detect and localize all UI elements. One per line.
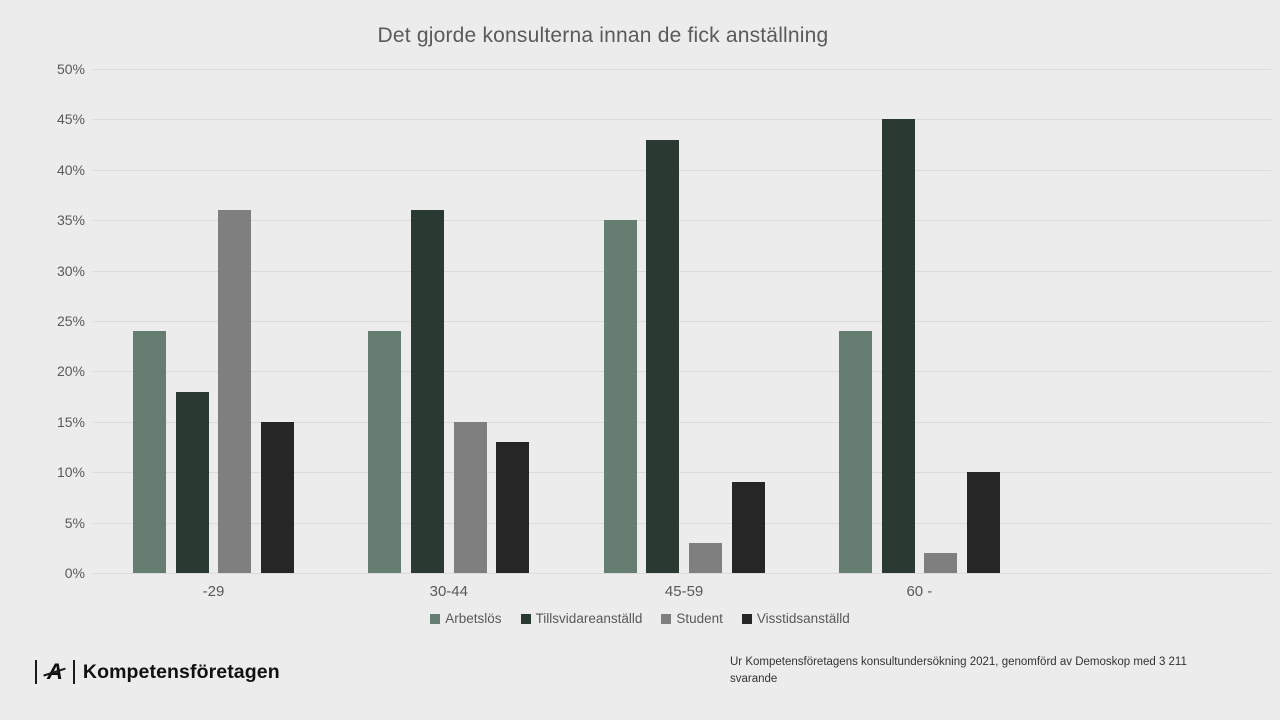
gridline [93, 119, 1271, 121]
bar-tillsvidareanställd [410, 210, 444, 573]
bar-arbetslös [368, 331, 402, 573]
legend-label: Tillsvidareanställd [535, 611, 643, 626]
gridline [93, 371, 1271, 373]
bar-group: 60 - [838, 69, 1000, 600]
x-axis-category-label: 60 - [906, 583, 933, 600]
logo-divider-left [35, 660, 37, 684]
y-axis-tick-label: 30% [56, 262, 85, 279]
legend-label: Visstidsanställd [756, 611, 850, 626]
bar-group: 30-44 [368, 69, 530, 600]
brand-mark-icon: A [47, 659, 63, 684]
brand-logo-text: Kompetensföretagen [82, 660, 280, 683]
bar-tillsvidareanställd [175, 391, 209, 573]
y-axis-tick-label: 45% [56, 111, 85, 128]
gridline [93, 472, 1271, 474]
gridline [93, 573, 1271, 574]
bar-tillsvidareanställd [881, 119, 915, 573]
bar-visstidsanställd [260, 421, 294, 573]
bar-visstidsanställd [496, 441, 530, 573]
gridline [93, 169, 1271, 171]
y-axis-tick-label: 15% [56, 413, 85, 430]
gridline [93, 421, 1271, 423]
bar-student [218, 210, 252, 573]
bar-student [453, 421, 487, 573]
source-note: Ur Kompetensföretagens konsultundersökni… [730, 654, 1230, 687]
bar-group: -29 [133, 69, 294, 600]
y-axis-tick-label: 10% [56, 464, 85, 481]
logo-divider-right [72, 660, 75, 684]
bar-visstidsanställd [731, 482, 765, 573]
legend-label: Student [676, 611, 723, 626]
gridline [93, 321, 1271, 322]
bar-tillsvidareanställd [646, 139, 680, 573]
legend-swatch-icon [520, 613, 531, 624]
legend-swatch-icon [661, 613, 672, 624]
bar-group: 45-59 [603, 69, 765, 600]
bar-arbetslös [838, 331, 872, 573]
bar-arbetslös [133, 331, 166, 573]
gridline [93, 522, 1271, 524]
bar-arbetslös [603, 220, 637, 573]
y-axis-tick-label: 0% [64, 565, 85, 581]
legend-label: Arbetslös [445, 611, 502, 626]
bar-student [924, 552, 958, 573]
y-axis-tick-label: 50% [56, 61, 85, 77]
legend-item: Student [661, 611, 723, 626]
y-axis-tick-label: 40% [56, 161, 85, 178]
gridline [93, 69, 1271, 70]
bar-visstidsanställd [966, 472, 1000, 573]
x-axis-category-label: 30-44 [429, 583, 468, 600]
y-axis-tick-label: 20% [56, 363, 85, 380]
brand-logo: A Kompetensföretagen [35, 658, 280, 686]
gridline [93, 270, 1271, 272]
legend-item: Visstidsanställd [741, 611, 850, 626]
legend-item: Arbetslös [430, 611, 502, 626]
chart-legend: Arbetslös Tillsvidareanställd Student Visst… [0, 611, 1280, 626]
source-note-line: Ur Kompetensföretagens konsultundersökni… [730, 656, 1187, 668]
x-axis-category-label: -29 [202, 583, 225, 600]
x-axis-category-label: 45-59 [664, 583, 704, 600]
y-axis-tick-label: 25% [56, 313, 85, 329]
legend-item: Tillsvidareanställd [520, 611, 643, 626]
legend-swatch-icon [430, 613, 441, 624]
plot-area: 0% 5% 10% 15% 20% 25% 30% 35% 40% 45% 50% -29 30-44 4… [57, 61, 1271, 600]
y-axis-tick-label: 35% [56, 212, 85, 229]
gridline [93, 220, 1271, 222]
legend-swatch-icon [741, 613, 752, 624]
chart-title: Det gjorde konsulterna innan de fick ans… [377, 24, 829, 47]
y-axis-tick-label: 5% [64, 514, 85, 531]
source-note-line: svarande [730, 672, 778, 685]
bar-student [688, 542, 722, 573]
